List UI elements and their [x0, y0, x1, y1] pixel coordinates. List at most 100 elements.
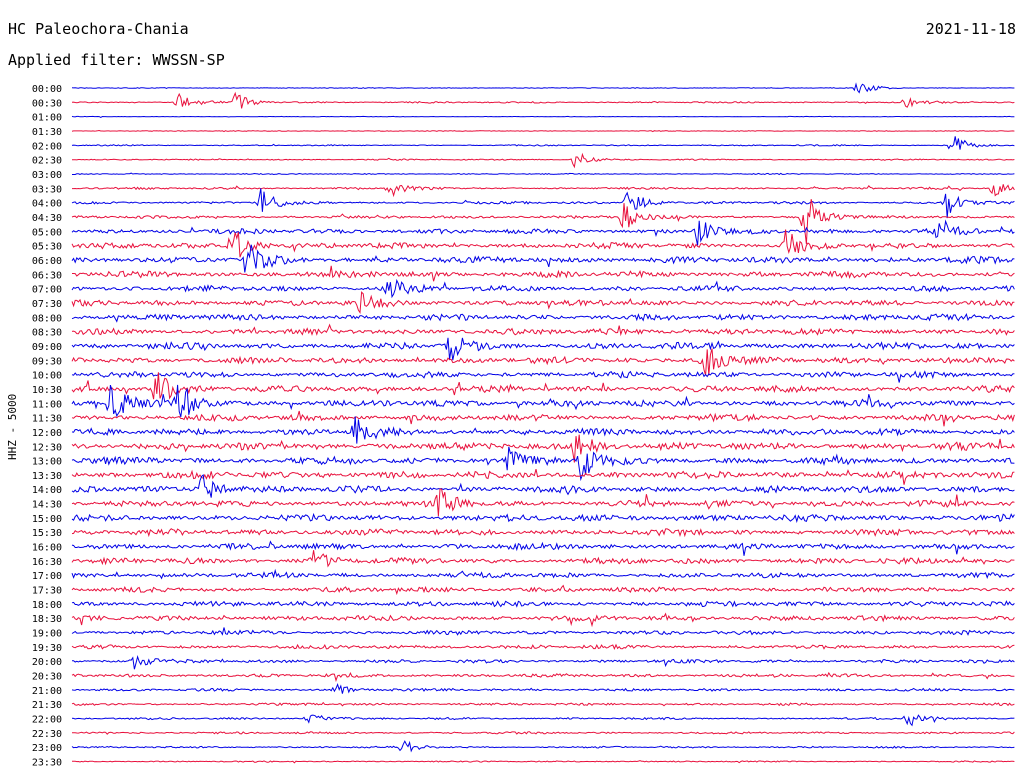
trace-row-0830	[71, 323, 1015, 337]
trace-row-1800	[71, 600, 1015, 608]
row-time-label: 03:00	[32, 170, 62, 181]
row-time-label: 00:00	[32, 84, 62, 95]
row-time-label: 22:30	[32, 729, 62, 740]
row-time-label: 01:30	[32, 127, 62, 138]
row-time-label: 09:00	[32, 342, 62, 353]
row-time-label: 04:30	[32, 213, 62, 224]
trace-row-0530	[71, 229, 1015, 258]
trace-row-0900	[71, 337, 1015, 361]
trace-row-2230	[72, 731, 1015, 735]
trace-row-0300	[72, 172, 1015, 176]
trace-row-1830	[71, 612, 1015, 628]
trace-row-0700	[71, 278, 1015, 299]
record-date: 2021-11-18	[925, 20, 1016, 38]
trace-row-1630	[71, 550, 1015, 568]
row-time-label: 23:00	[32, 743, 62, 754]
trace-row-2000	[71, 655, 1015, 670]
trace-row-1330	[71, 468, 1015, 485]
row-time-label: 14:30	[32, 500, 62, 511]
row-time-label: 05:00	[32, 227, 62, 238]
row-time-label: 04:00	[32, 199, 62, 210]
row-time-label: 21:30	[32, 700, 62, 711]
row-time-label: 11:00	[32, 399, 62, 410]
trace-row-1030	[71, 372, 1015, 400]
trace-row-0730	[71, 291, 1015, 314]
row-time-label: 21:00	[32, 686, 62, 697]
trace-row-1900	[71, 627, 1015, 636]
trace-row-1600	[71, 540, 1015, 556]
trace-row-1230	[71, 434, 1015, 463]
row-time-label: 18:30	[32, 614, 62, 625]
row-time-label: 20:30	[32, 672, 62, 683]
row-time-label: 20:00	[32, 657, 62, 668]
row-time-label: 16:30	[32, 557, 62, 568]
row-time-label: 05:30	[32, 242, 62, 253]
row-time-label: 19:00	[32, 629, 62, 640]
trace-row-2130	[71, 701, 1015, 707]
row-time-label: 10:30	[32, 385, 62, 396]
trace-row-1300	[71, 446, 1015, 482]
trace-row-0500	[71, 219, 1015, 246]
trace-row-2330	[71, 760, 1015, 764]
row-time-label: 15:00	[32, 514, 62, 525]
trace-row-1130	[71, 410, 1015, 427]
trace-row-0400	[71, 188, 1015, 219]
row-time-label: 19:30	[32, 643, 62, 654]
row-time-label: 13:30	[32, 471, 62, 482]
trace-row-0600	[71, 244, 1015, 273]
trace-row-2200	[71, 714, 1015, 727]
row-time-label: 18:00	[32, 600, 62, 611]
trace-row-1730	[71, 584, 1015, 596]
trace-row-0800	[71, 313, 1015, 323]
row-time-label: 14:00	[32, 485, 62, 496]
row-time-label: 01:00	[32, 113, 62, 124]
trace-row-0930	[71, 348, 1015, 376]
row-time-label: 17:30	[32, 586, 62, 597]
row-time-label: 17:00	[32, 571, 62, 582]
row-time-label: 13:00	[32, 457, 62, 468]
row-time-label: 02:30	[32, 156, 62, 167]
row-time-label: 07:30	[32, 299, 62, 310]
row-time-label: 12:00	[32, 428, 62, 439]
trace-row-1200	[71, 416, 1015, 444]
trace-row-1930	[71, 643, 1015, 650]
trace-row-2030	[71, 671, 1015, 683]
row-time-label: 08:00	[32, 313, 62, 324]
trace-row-0200	[71, 136, 1015, 150]
row-time-label: 23:30	[32, 758, 62, 769]
trace-row-0100	[71, 115, 1015, 118]
row-time-label: 03:30	[32, 184, 62, 195]
trace-row-1530	[71, 528, 1015, 538]
row-time-label: 06:00	[32, 256, 62, 267]
row-time-label: 09:30	[32, 356, 62, 367]
row-time-label: 15:30	[32, 528, 62, 539]
row-time-label: 12:30	[32, 442, 62, 453]
trace-row-2100	[71, 683, 1015, 694]
trace-row-1400	[71, 474, 1015, 498]
trace-row-0000	[71, 82, 1015, 94]
row-time-label: 07:00	[32, 285, 62, 296]
row-time-label: 22:00	[32, 715, 62, 726]
trace-row-1700	[71, 568, 1015, 580]
station-title: HC Paleochora-Chania	[8, 20, 189, 38]
trace-row-1430	[71, 488, 1015, 517]
row-time-label: 06:30	[32, 270, 62, 281]
filter-label: Applied filter: WWSSN-SP	[8, 51, 225, 69]
trace-row-0330	[72, 184, 1015, 198]
trace-row-2300	[71, 740, 1015, 753]
trace-row-1000	[71, 370, 1015, 383]
trace-row-1100	[71, 384, 1015, 418]
trace-row-1500	[71, 512, 1015, 524]
row-time-label: 11:30	[32, 414, 62, 425]
trace-row-0130	[71, 129, 1015, 133]
row-time-label: 08:30	[32, 328, 62, 339]
row-time-label: 10:00	[32, 371, 62, 382]
trace-row-0230	[72, 152, 1015, 169]
row-time-label: 00:30	[32, 98, 62, 109]
trace-row-0630	[72, 265, 1015, 282]
row-time-label: 16:00	[32, 543, 62, 554]
trace-row-0430	[71, 199, 1015, 245]
trace-row-0030	[71, 91, 1015, 109]
row-time-label: 02:00	[32, 141, 62, 152]
